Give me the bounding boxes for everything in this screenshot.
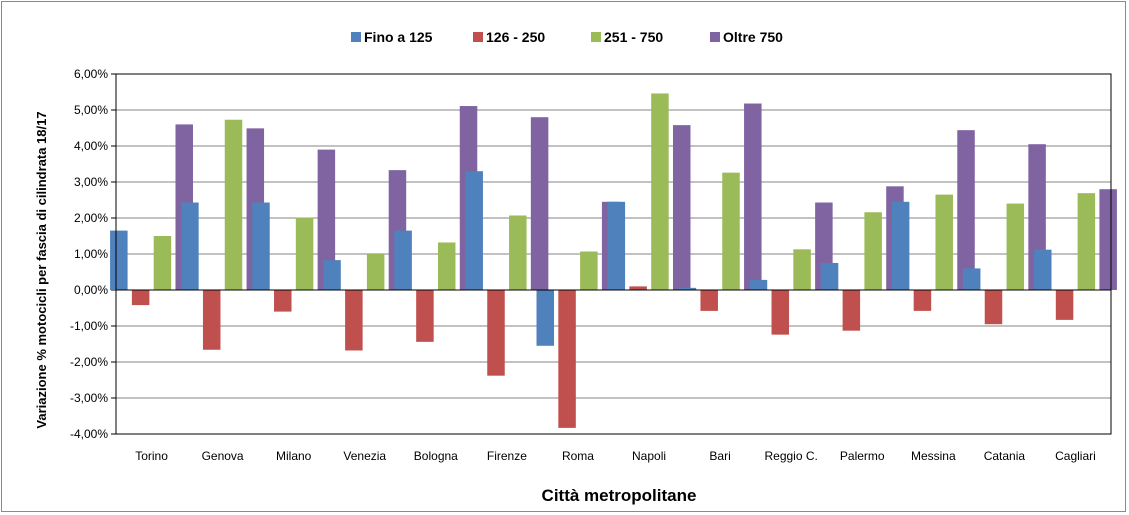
y-tick-label: -1,00% (70, 319, 108, 333)
bar-fino-a-125-messina (891, 201, 910, 290)
y-tick-label: 0,00% (74, 283, 108, 297)
bar-126-250-bari (700, 290, 718, 311)
bar-fino-a-125-napoli (607, 201, 626, 290)
x-axis-title: Città metropolitane (542, 486, 697, 505)
bar-251-750-catania (1006, 203, 1025, 290)
legend-label: Oltre 750 (723, 29, 783, 45)
bar-251-750-firenze (509, 215, 527, 290)
bar-fino-a-125-genova (181, 202, 199, 290)
bar-126-250-venezia (345, 290, 363, 351)
bar-126-250-bologna (416, 290, 434, 342)
bar-251-750-roma (580, 251, 598, 290)
bar-126-250-firenze (487, 290, 505, 376)
bar-126-250-catania (984, 290, 1003, 325)
x-tick-label: Bologna (414, 449, 458, 463)
x-tick-label: Bari (709, 449, 730, 463)
bar-oltre-750-firenze (530, 117, 549, 290)
bar-126-250-reggio-c- (771, 290, 790, 335)
bar-fino-a-125-cagliari (1034, 249, 1052, 290)
bar-251-750-milano (295, 217, 314, 290)
x-tick-label: Napoli (632, 449, 666, 463)
legend-swatch (591, 32, 601, 42)
bar-251-750-torino (153, 236, 172, 290)
y-tick-label: 3,00% (74, 175, 108, 189)
y-axis-title: Variazione % motocicli per fascia di cil… (34, 111, 49, 428)
x-tick-label: Messina (911, 449, 956, 463)
bar-126-250-genova (202, 290, 221, 350)
bar-126-250-roma (558, 290, 576, 428)
bar-251-750-reggio-c- (793, 249, 811, 290)
bar-fino-a-125-palermo (820, 263, 839, 290)
bar-fino-a-125-bologna (394, 230, 412, 290)
legend-swatch (710, 32, 720, 42)
x-tick-label: Reggio C. (764, 449, 817, 463)
bar-oltre-750-messina (957, 130, 975, 290)
bar-fino-a-125-catania (962, 268, 981, 290)
bar-oltre-750-cagliari (1099, 189, 1117, 290)
y-tick-label: 1,00% (74, 247, 108, 261)
bar-126-250-napoli (629, 286, 647, 290)
bar-251-750-palermo (864, 212, 882, 290)
legend-label: 251 - 750 (604, 29, 663, 45)
y-tick-label: 6,00% (74, 67, 108, 81)
y-tick-label: -2,00% (70, 355, 108, 369)
bar-251-750-venezia (366, 253, 385, 290)
bar-126-250-cagliari (1055, 290, 1074, 320)
bar-oltre-750-napoli (672, 125, 691, 291)
x-tick-label: Palermo (840, 449, 885, 463)
bar-251-750-genova (224, 119, 243, 290)
bar-oltre-750-milano (317, 149, 336, 290)
bar-126-250-torino (131, 290, 150, 306)
y-tick-label: -4,00% (70, 427, 108, 441)
plot-area: 6,00% 5,00% 4,00% 3,00% 2,00% 1,00% 0,00% -1,00… (70, 67, 1117, 463)
legend-label: 126 - 250 (486, 29, 545, 45)
plot-border (115, 73, 1112, 435)
x-tick-label: Firenze (487, 449, 527, 463)
y-tick-label: -3,00% (70, 391, 108, 405)
y-tick-label: 5,00% (74, 103, 108, 117)
legend: Fino a 125 126 - 250 251 - 750 Oltre 750 (351, 29, 783, 45)
bar-fino-a-125-venezia (323, 260, 341, 290)
bar-251-750-bari (722, 172, 740, 290)
bar-126-250-messina (913, 290, 932, 311)
x-tick-label: Milano (276, 449, 312, 463)
legend-swatch (351, 32, 361, 42)
legend-label: Fino a 125 (364, 29, 433, 45)
x-tick-label: Roma (562, 449, 594, 463)
legend-swatch (473, 32, 483, 42)
bar-fino-a-125-roma (536, 290, 555, 346)
bar-fino-a-125-reggio-c- (749, 279, 768, 290)
x-tick-label: Catania (984, 449, 1026, 463)
bar-fino-a-125-torino (110, 230, 128, 290)
bar-fino-a-125-bari (678, 287, 697, 290)
x-tick-label: Cagliari (1055, 449, 1096, 463)
bar-126-250-palermo (842, 290, 861, 331)
bar-fino-a-125-firenze (465, 171, 483, 290)
bar-fino-a-125-milano (252, 202, 270, 290)
bar-oltre-750-bari (744, 103, 762, 291)
bar-251-750-messina (935, 194, 953, 290)
bar-251-750-napoli (651, 93, 669, 290)
x-tick-label: Venezia (343, 449, 386, 463)
x-tick-label: Torino (135, 449, 168, 463)
y-tick-label: 4,00% (74, 139, 108, 153)
y-tick-label: 2,00% (74, 211, 108, 225)
bar-251-750-cagliari (1077, 193, 1096, 290)
bar-251-750-bologna (437, 242, 456, 290)
x-tick-label: Genova (202, 449, 244, 463)
bar-126-250-milano (274, 290, 292, 312)
